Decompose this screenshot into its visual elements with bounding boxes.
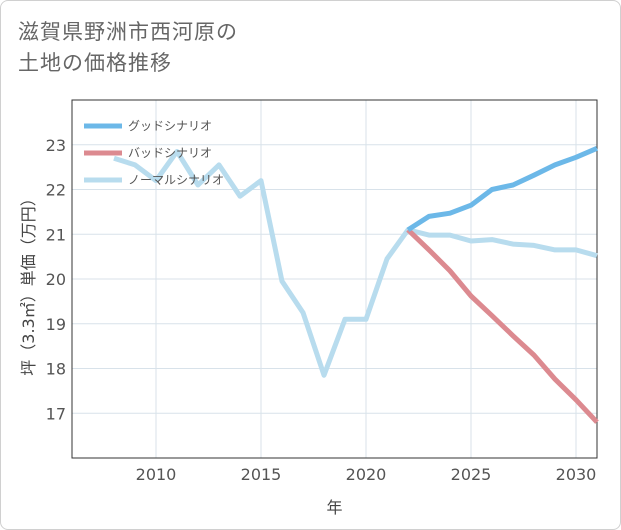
- y-axis-label: 坪（3.3㎡）単価（万円）: [19, 190, 38, 375]
- x-tick-label: 2030: [556, 465, 597, 484]
- series-line-0: [406, 146, 598, 232]
- y-tick-label: 19: [46, 315, 66, 334]
- y-tick-label: 22: [46, 181, 66, 200]
- legend-label-1: バッドシナリオ: [128, 146, 212, 160]
- series-line-1: [406, 227, 599, 424]
- series-lines: [113, 146, 599, 424]
- chart-title-line-1: 滋賀県野洲市西河原の: [18, 20, 238, 44]
- y-tick-label: 17: [46, 404, 66, 423]
- x-tick-label: 2015: [241, 465, 282, 484]
- chart-title: 滋賀県野洲市西河原の 土地の価格推移: [18, 17, 318, 79]
- plot-area-border: [71, 99, 598, 459]
- y-tick-label: 18: [46, 360, 66, 379]
- series-line-2: [113, 149, 598, 378]
- y-tick-label: 20: [46, 270, 66, 289]
- legend-label-0: グッドシナリオ: [128, 119, 212, 133]
- grid: [72, 100, 597, 458]
- chart-title-line-2: 土地の価格推移: [18, 51, 172, 75]
- x-tick-label: 2020: [346, 465, 387, 484]
- x-tick-label: 2010: [136, 465, 177, 484]
- y-tick-label: 21: [46, 225, 66, 244]
- x-tick-label: 2025: [451, 465, 492, 484]
- x-axis-label: 年: [326, 498, 342, 517]
- tick-labels: 2010 2015 2020 2025 2030 17 18 19 20 21 22 23: [46, 136, 597, 484]
- legend-label-2: ノーマルシナリオ: [128, 173, 224, 187]
- y-tick-label: 23: [46, 136, 66, 155]
